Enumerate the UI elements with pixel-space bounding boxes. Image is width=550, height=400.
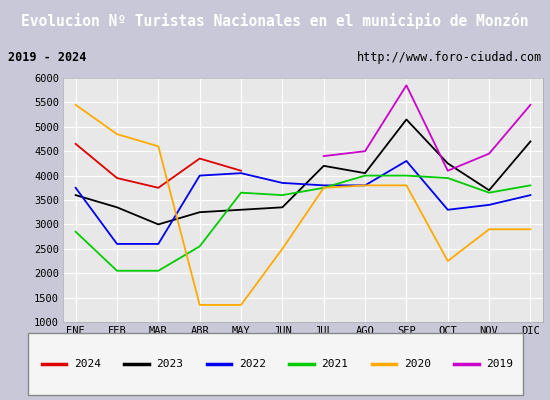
Text: 2019 - 2024: 2019 - 2024 — [8, 51, 87, 64]
Text: Evolucion Nº Turistas Nacionales en el municipio de Monzón: Evolucion Nº Turistas Nacionales en el m… — [21, 13, 529, 29]
Text: 2020: 2020 — [404, 359, 431, 369]
Text: 2021: 2021 — [321, 359, 348, 369]
Text: 2019: 2019 — [486, 359, 513, 369]
Text: 2024: 2024 — [74, 359, 101, 369]
Text: 2023: 2023 — [156, 359, 183, 369]
FancyBboxPatch shape — [28, 333, 522, 395]
Text: 2022: 2022 — [239, 359, 266, 369]
Text: http://www.foro-ciudad.com: http://www.foro-ciudad.com — [356, 51, 542, 64]
